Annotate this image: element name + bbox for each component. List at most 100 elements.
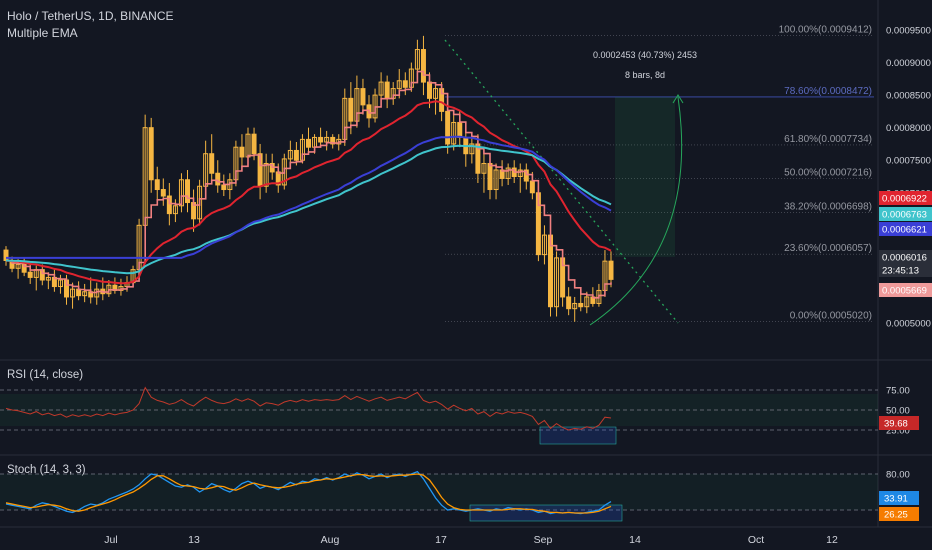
price-tag — [879, 207, 932, 221]
fib-level-label: 61.80%(0.0007734) — [784, 134, 872, 145]
candle-body — [487, 162, 493, 191]
time-axis-label: 13 — [188, 534, 200, 546]
rsi-panel-label: RSI (14, close) — [7, 369, 84, 381]
candle-body — [239, 146, 245, 158]
stoch-k-label: 33.91 — [884, 494, 908, 505]
ema-20-line — [5, 100, 612, 285]
rsi-highlight-box — [539, 426, 617, 445]
price-axis-tick: 0.0007500 — [886, 156, 931, 167]
candle-body — [584, 296, 590, 308]
stoch-panel-label: Stoch (14, 3, 3) — [7, 464, 86, 476]
time-axis-label: 12 — [826, 534, 838, 546]
candle-body — [45, 276, 51, 281]
candle-body — [178, 179, 184, 207]
ema-fast-line — [6, 70, 612, 299]
candle-body — [15, 263, 21, 269]
ema-long-line — [6, 135, 612, 259]
candle-body — [221, 184, 227, 191]
rsi-band — [0, 394, 878, 426]
trend-line — [444, 39, 679, 324]
candle-body — [451, 121, 457, 145]
price-axis-tick: 0.0005000 — [886, 319, 931, 330]
fib-level-label: 78.60%(0.0008472) — [784, 86, 872, 97]
price-tag — [879, 283, 932, 297]
time-axis-label: 14 — [629, 534, 641, 546]
price-tag-label: 0.0006621 — [882, 225, 927, 236]
time-axis-label: Oct — [748, 534, 764, 546]
price-tag-label: 0.0005669 — [882, 286, 927, 297]
candle-body — [287, 149, 293, 160]
candle-body — [318, 136, 324, 143]
stoch-highlight-box — [469, 504, 623, 522]
candle-body — [433, 88, 439, 99]
candle-body — [566, 296, 572, 310]
candle-body — [572, 302, 578, 310]
ema-55-line — [5, 144, 612, 275]
candle-body — [197, 185, 203, 220]
candle-body — [505, 167, 511, 179]
stoch-k-tag — [879, 491, 919, 505]
candle-body — [3, 249, 9, 261]
candle-body — [402, 80, 408, 88]
measure-box — [615, 96, 675, 257]
candle-body — [445, 110, 451, 145]
stoch-d-label: 26.25 — [884, 510, 908, 521]
price-axis-tick: 0.0009500 — [886, 26, 931, 37]
price-tag — [879, 191, 932, 205]
price-tag-label: 0.0006922 — [882, 194, 927, 205]
price-tag-label: 0.0006763 — [882, 210, 927, 221]
fib-level-label: 50.00%(0.0007216) — [784, 168, 872, 179]
candle-body — [154, 179, 160, 191]
stoch-band — [0, 474, 878, 510]
candle-body — [554, 257, 560, 308]
candle-body — [57, 279, 63, 288]
symbol-title: Holo / TetherUS, 1D, BINANCE — [7, 9, 174, 23]
candle-body — [541, 234, 547, 256]
price-tag-label: 0.0006016 — [882, 253, 927, 264]
candle-body — [427, 81, 432, 99]
candle-body — [148, 127, 154, 181]
candle-body — [160, 189, 166, 197]
rsi-value-tag — [879, 416, 919, 430]
fib-level-label: 23.60%(0.0006057) — [784, 243, 872, 254]
price-tag — [879, 222, 932, 236]
rsi-value-label: 39.68 — [884, 419, 908, 430]
candle-body — [306, 138, 311, 148]
rsi-axis-tick: 75.00 — [886, 386, 910, 397]
price-axis-tick: 0.0008000 — [886, 123, 931, 134]
time-axis-label: Aug — [321, 534, 340, 546]
price-axis-tick: 0.0008500 — [886, 91, 931, 102]
candle-body — [414, 49, 420, 70]
candle-body — [360, 88, 366, 106]
rsi-line — [5, 386, 612, 431]
time-axis-label: Sep — [534, 534, 553, 546]
measure-text: 0.0002453 (40.73%) 2453 — [593, 50, 697, 60]
candle-body — [172, 205, 178, 215]
indicator-label-ema: Multiple EMA — [7, 26, 78, 40]
candle-body — [263, 162, 269, 187]
candle-body — [529, 180, 535, 194]
candle-body — [330, 136, 336, 145]
candle-body — [281, 158, 287, 186]
candle-body — [384, 81, 390, 99]
candle-body — [523, 169, 529, 182]
fib-level-label: 0.00%(0.0005020) — [790, 311, 872, 322]
candle-body — [578, 302, 584, 308]
price-axis-tick: 0.0009000 — [886, 58, 931, 69]
candle-body — [251, 133, 257, 155]
candle-body — [469, 143, 475, 155]
fib-level-label: 38.20%(0.0006698) — [784, 201, 872, 212]
candle-body — [378, 81, 384, 96]
candle-body — [420, 49, 426, 83]
candle-body — [396, 80, 402, 90]
measure-text: 8 bars, 8d — [625, 70, 665, 80]
time-axis-label: 17 — [435, 534, 447, 546]
candle-body — [348, 97, 354, 122]
time-axis-label: Jul — [104, 534, 117, 546]
candle-body — [209, 153, 215, 174]
fib-level-label: 100.00%(0.0009412) — [779, 25, 872, 36]
candle-body — [493, 169, 499, 191]
stoch-axis-tick: 80.00 — [886, 470, 910, 481]
candle-body — [608, 260, 614, 280]
